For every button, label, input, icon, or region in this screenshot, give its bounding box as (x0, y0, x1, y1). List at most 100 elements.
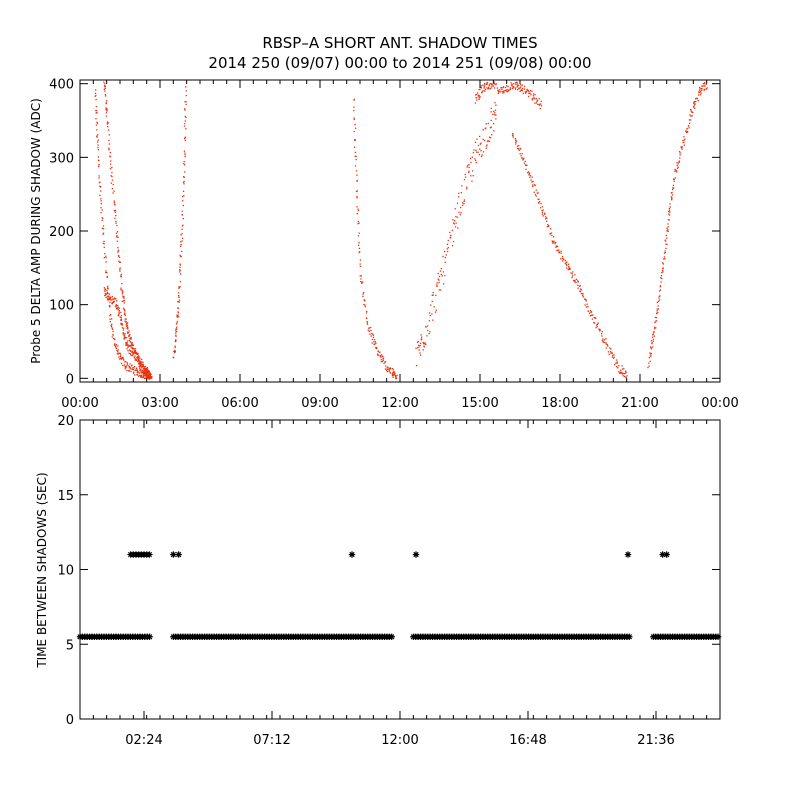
delta-amp-point (132, 344, 135, 347)
delta-amp-point (143, 367, 146, 369)
delta-amp-point (587, 310, 589, 312)
delta-amp-point (650, 355, 652, 357)
delta-amp-point (110, 163, 112, 165)
delta-amp-point (678, 160, 680, 162)
delta-amp-point (151, 377, 153, 379)
delta-amp-point (492, 113, 494, 115)
delta-amp-point (185, 116, 187, 119)
delta-amp-point (379, 351, 381, 353)
delta-amp-point (514, 87, 517, 89)
delta-amp-point (498, 91, 500, 93)
delta-amp-point (97, 149, 99, 151)
delta-amp-point (118, 260, 120, 262)
delta-amp-point (385, 365, 387, 367)
interval-point (714, 633, 722, 640)
delta-amp-point (586, 303, 588, 305)
delta-amp-point (472, 151, 474, 154)
delta-amp-point (122, 356, 124, 358)
interval-point (626, 633, 633, 640)
x-tick-label: 12:00 (381, 396, 418, 411)
delta-amp-point (179, 286, 181, 288)
delta-amp-point (515, 83, 517, 86)
interval-point (146, 551, 153, 558)
time-between-shadows-panel: 0 5 10 15 20 02:24 07:12 12:00 16:48 21:36 TIME B… (35, 414, 722, 748)
delta-amp-point (693, 101, 695, 103)
delta-amp-point (359, 265, 361, 267)
delta-amp-point (485, 127, 487, 129)
delta-amp-point (482, 129, 484, 131)
delta-amp-point (139, 367, 141, 369)
delta-amp-point (514, 88, 517, 90)
delta-amp-point (139, 369, 141, 371)
delta-amp-point (455, 222, 457, 224)
delta-amp-point (118, 311, 120, 313)
delta-amp-point (532, 97, 534, 100)
delta-amp-point (436, 284, 438, 286)
delta-amp-point (553, 236, 555, 238)
delta-amp-point (488, 136, 491, 138)
delta-amp-point (532, 184, 534, 186)
delta-amp-point (124, 309, 126, 311)
delta-amp-point (112, 337, 115, 340)
delta-amp-point (176, 314, 178, 316)
delta-amp-point (103, 243, 105, 245)
delta-amp-point (120, 319, 123, 321)
delta-amp-point (539, 108, 541, 110)
delta-amp-point (141, 358, 143, 361)
delta-amp-point (566, 264, 568, 267)
delta-amp-point (184, 108, 186, 110)
delta-amp-point (145, 373, 147, 375)
delta-amp-point (500, 91, 502, 93)
delta-amp-point (579, 290, 582, 293)
delta-amp-point (431, 294, 433, 296)
delta-amp-point (503, 91, 505, 93)
delta-amp-point (491, 84, 493, 86)
delta-amp-point (117, 255, 120, 257)
delta-amp-point (121, 327, 123, 329)
delta-amp-point (115, 214, 117, 217)
delta-amp-point (484, 82, 486, 85)
delta-amp-point (137, 374, 139, 376)
delta-amp-point (117, 247, 119, 249)
x-tick-label: 03:00 (141, 396, 178, 411)
delta-amp-point (121, 289, 123, 291)
delta-amp-point (178, 299, 181, 301)
delta-amp-point (104, 290, 106, 292)
delta-amp-point (127, 328, 129, 330)
delta-amp-point (663, 258, 665, 260)
delta-amp-point (144, 365, 146, 368)
delta-amp-point (137, 355, 140, 357)
delta-amp-point (532, 180, 534, 183)
delta-amp-point (538, 198, 540, 200)
delta-amp-point (355, 127, 357, 129)
delta-amp-point (396, 374, 398, 377)
delta-amp-point (623, 375, 626, 378)
delta-amp-point (624, 373, 626, 375)
delta-amp-point (665, 240, 667, 242)
delta-amp-point (111, 302, 114, 304)
delta-amp-point (486, 144, 488, 146)
delta-amp-point (100, 212, 102, 214)
delta-amp-point (115, 298, 117, 300)
delta-amp-point (125, 325, 128, 327)
delta-amp-point (520, 155, 522, 157)
delta-amp-point (120, 357, 122, 359)
delta-amp-point (556, 246, 558, 248)
delta-amp-point (518, 149, 520, 151)
delta-amp-point (353, 130, 355, 133)
delta-amp-point (536, 100, 538, 102)
delta-amp-point (119, 352, 121, 354)
delta-amp-point (360, 275, 362, 277)
delta-amp-point (595, 327, 597, 329)
delta-amp-point (481, 154, 483, 156)
delta-amp-point (184, 115, 186, 118)
delta-amp-point (183, 183, 185, 185)
delta-amp-point (477, 151, 479, 153)
delta-amp-point (697, 100, 699, 102)
delta-amp-panel: 0 100 200 300 400 00:00 03:00 06:00 09:00 12:00 15… (29, 78, 739, 411)
delta-amp-point (373, 338, 376, 341)
delta-amp-point (184, 152, 186, 154)
delta-amp-point (545, 216, 547, 218)
delta-amp-point (182, 190, 185, 192)
delta-amp-point (139, 362, 142, 364)
